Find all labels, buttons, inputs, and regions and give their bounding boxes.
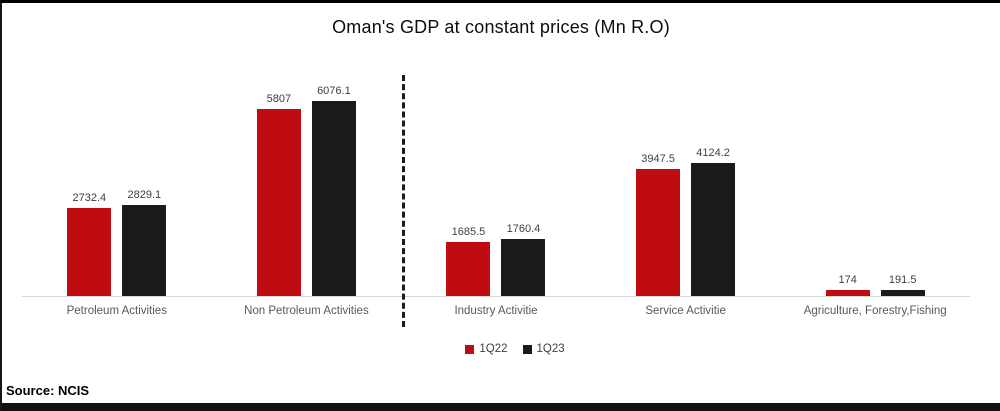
bar-1q23 <box>880 289 925 296</box>
bar-wrap: 174 <box>825 274 870 296</box>
bar-value-label: 3947.5 <box>641 153 675 166</box>
chart-title: Oman's GDP at constant prices (Mn R.O) <box>332 17 670 37</box>
bar-value-label: 6076.1 <box>317 84 351 97</box>
bar-1q23 <box>122 205 167 296</box>
plot-area: 2732.4 2829.1 5807 6076.1 1685.5 1760.4 3947.5… <box>22 71 970 297</box>
legend: 1Q22 1Q23 <box>16 343 1000 355</box>
bar-1q23 <box>501 239 546 296</box>
bar-value-label: 2829.1 <box>127 189 162 202</box>
bar-group: 1685.5 1760.4 <box>401 71 591 296</box>
legend-item-1q23: 1Q23 <box>522 343 565 355</box>
category-axis: Petroleum Activities Non Petroleum Activi… <box>22 305 970 317</box>
legend-swatch-1q22 <box>465 344 475 354</box>
bar-value-label: 1760.4 <box>506 223 541 236</box>
category-label: Service Activitie <box>645 305 726 317</box>
bar-wrap: 1685.5 <box>446 225 491 296</box>
bar-value-label: 1685.5 <box>451 225 486 238</box>
bottom-border-bar <box>2 403 1000 411</box>
legend-item-1q22: 1Q22 <box>465 343 508 355</box>
bar-1q22 <box>636 169 681 296</box>
bar-wrap: 2829.1 <box>122 189 167 296</box>
bar-wrap: 5807 <box>256 93 301 296</box>
bar-value-label: 4124.2 <box>696 147 730 160</box>
source-note: Source: NCIS <box>6 383 90 398</box>
bar-wrap: 6076.1 <box>311 84 356 296</box>
bar-wrap: 1760.4 <box>501 223 546 296</box>
bar-value-label: 2732.4 <box>72 192 107 205</box>
bar-wrap: 3947.5 <box>636 153 681 296</box>
bar-wrap: 2732.4 <box>67 192 112 296</box>
bar-wrap: 4124.2 <box>691 147 736 296</box>
bar-value-label: 174 <box>838 274 857 287</box>
bar-wrap: 191.5 <box>880 273 925 296</box>
category-label: Petroleum Activities <box>66 305 167 317</box>
bar-1q23 <box>311 100 356 296</box>
legend-swatch-1q23 <box>522 344 532 354</box>
dashed-separator-line <box>402 75 405 327</box>
category-label: Agriculture, Forestry,Fishing <box>803 305 947 317</box>
bar-group: 3947.5 4124.2 <box>591 71 781 296</box>
bar-value-label: 5807 <box>266 93 292 106</box>
bar-1q22 <box>67 208 112 296</box>
bar-1q22 <box>825 290 870 296</box>
bar-group: 174 191.5 <box>780 71 970 296</box>
legend-label-1q23: 1Q23 <box>536 343 565 355</box>
bar-1q22 <box>446 241 491 296</box>
bar-1q23 <box>691 163 736 296</box>
legend-label-1q22: 1Q22 <box>479 343 508 355</box>
bar-1q22 <box>256 109 301 296</box>
bar-value-label: 191.5 <box>888 273 917 286</box>
category-label: Industry Activitie <box>454 305 538 317</box>
category-label: Non Petroleum Activities <box>244 305 369 317</box>
bar-group: 5807 6076.1 <box>212 71 402 296</box>
bar-group: 2732.4 2829.1 <box>22 71 212 296</box>
